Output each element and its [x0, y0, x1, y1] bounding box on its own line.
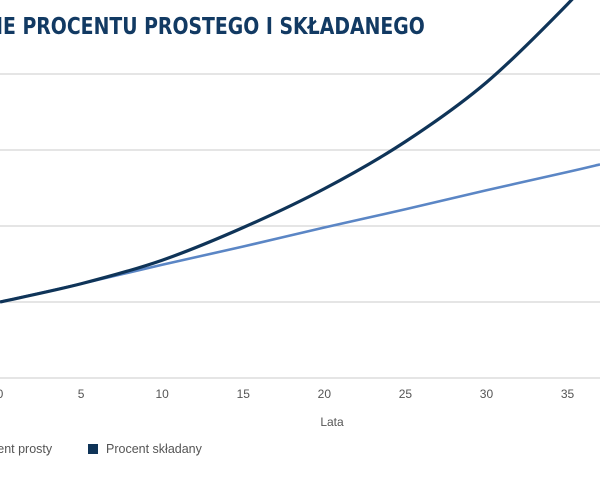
x-tick-label: 25: [399, 387, 413, 401]
x-tick-label: 15: [237, 387, 251, 401]
gridlines: [0, 73, 600, 379]
legend-item-compound[interactable]: Procent składany: [88, 442, 202, 456]
legend-swatch-compound: [88, 444, 98, 454]
legend-item-simple[interactable]: cent prosty: [0, 442, 52, 456]
x-tick-label: 10: [155, 387, 169, 401]
series-lines: [0, 0, 600, 304]
x-axis-label: Lata: [320, 415, 344, 429]
x-tick-label: 20: [318, 387, 332, 401]
legend-label-compound: Procent składany: [106, 442, 202, 456]
x-tick-label: 30: [480, 387, 494, 401]
x-tick-label: 35: [561, 387, 575, 401]
x-tick-labels: 0 5 10 15 20 25 30 35: [0, 387, 575, 401]
x-tick-label: 5: [78, 387, 85, 401]
series-line-compound: [0, 0, 574, 304]
legend-label-simple: cent prosty: [0, 442, 53, 456]
chart-title: IE PROCENTU PROSTEGO I SKŁADANEGO: [0, 14, 425, 40]
x-tick-label: 0: [0, 387, 4, 401]
